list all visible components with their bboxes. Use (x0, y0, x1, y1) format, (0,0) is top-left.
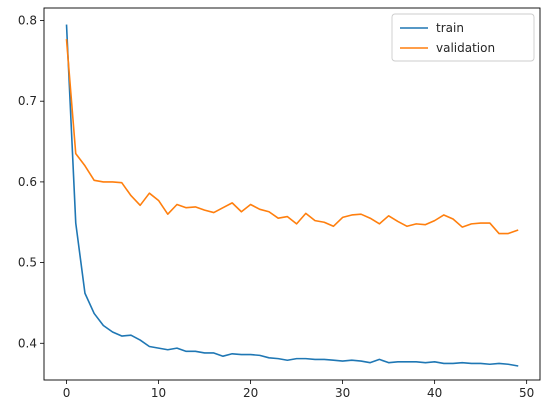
legend-box (391, 13, 535, 62)
x-tick-label: 0 (63, 386, 71, 400)
legend: train validation (391, 13, 535, 62)
y-tick-label: 0.6 (18, 175, 37, 189)
plot-background (44, 8, 540, 380)
x-tick-label: 20 (243, 386, 258, 400)
y-tick-label: 0.8 (18, 14, 37, 28)
x-tick-label: 10 (151, 386, 166, 400)
series-line-train (65, 24, 519, 367)
axes-frame (43, 7, 541, 381)
x-tick-label: 50 (519, 386, 534, 400)
legend-label-validation: validation (436, 41, 495, 55)
y-tick-label: 0.7 (18, 94, 37, 108)
axes: 0 10 20 30 40 50 0.4 0.5 0.6 0.7 0.8 (18, 7, 541, 400)
plot-area (44, 8, 540, 380)
x-tick-label: 30 (335, 386, 350, 400)
series-layer (65, 24, 519, 367)
legend-label-train: train (436, 21, 464, 35)
x-tick-label: 40 (427, 386, 442, 400)
y-tick-label: 0.5 (18, 256, 37, 270)
y-tick-label: 0.4 (18, 336, 37, 350)
series-line-validation (65, 39, 519, 235)
